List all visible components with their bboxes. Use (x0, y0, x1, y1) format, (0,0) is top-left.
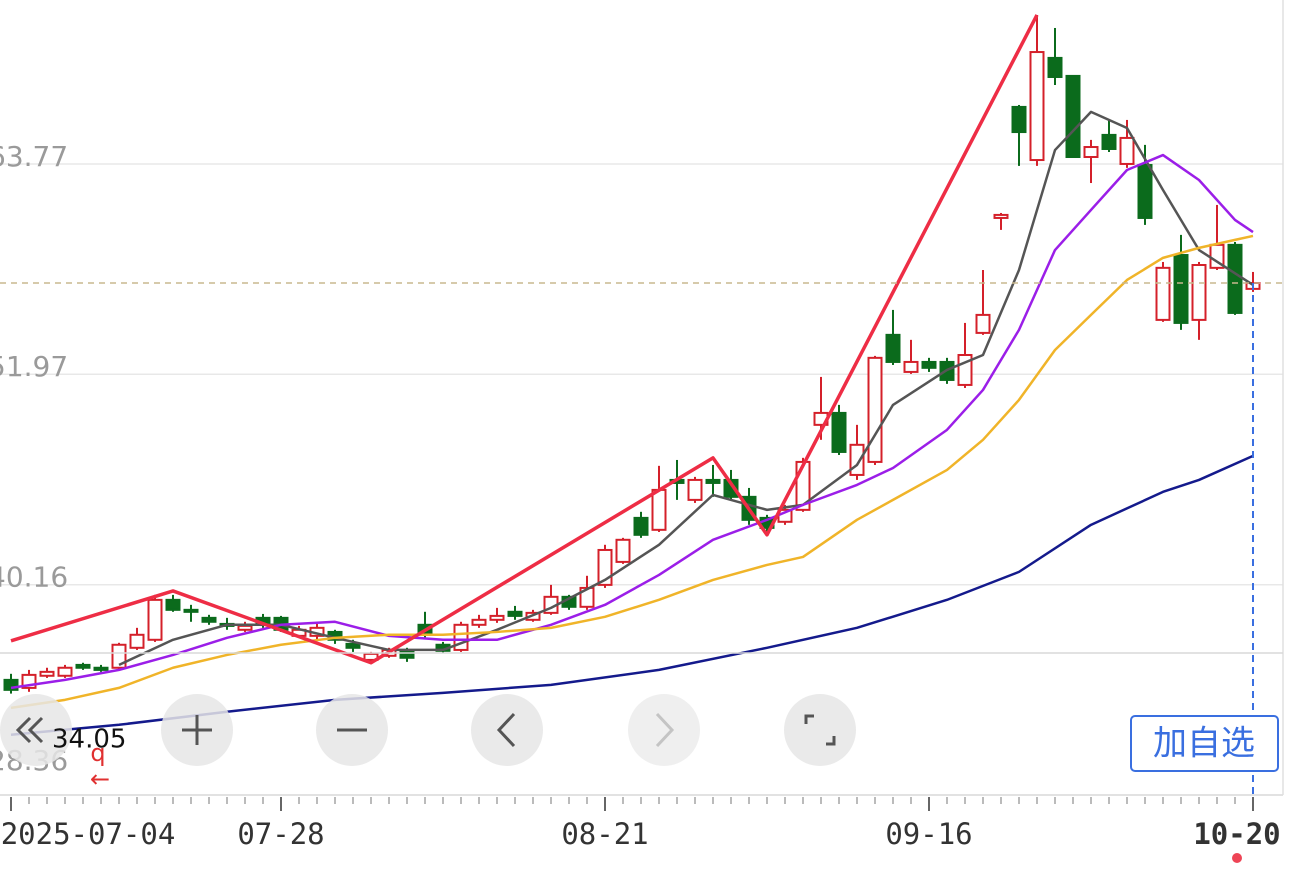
candle-body (1155, 266, 1171, 321)
x-tick-label: 10-20 (1193, 817, 1280, 851)
button-bg (471, 694, 543, 766)
y-tick-label: 40.16 (0, 561, 68, 594)
low-price-label: 34.05 (52, 725, 126, 755)
candle-body (867, 356, 883, 463)
candle-body (885, 333, 901, 363)
candle-body (597, 548, 613, 586)
candle-body (129, 633, 145, 649)
candle-body (1227, 243, 1243, 314)
icon (804, 714, 836, 746)
candle-body (975, 313, 991, 334)
icon (496, 712, 516, 748)
candle-body (147, 598, 163, 641)
candle-body (183, 608, 199, 613)
candle-body (1083, 146, 1099, 159)
candle-body (471, 618, 487, 626)
candle-body (507, 610, 523, 617)
candle-body (237, 624, 253, 631)
candle-body (687, 478, 703, 501)
y-tick-label: 51.97 (0, 350, 68, 383)
moving-average-line (10, 454, 1254, 737)
zoom-out-button[interactable] (316, 694, 388, 766)
candle-body (831, 411, 847, 453)
candle-body (3, 678, 19, 691)
candle-body (651, 488, 667, 531)
button-bg (784, 694, 856, 766)
candle-body (1011, 105, 1027, 134)
x-tick-label: 2025-07-04 (1, 817, 176, 851)
candle-body (1029, 51, 1045, 162)
candle-body (705, 478, 721, 484)
overlay: 加自选 34.05 q ← (0, 0, 1284, 863)
candle-body (39, 670, 55, 677)
candle-body (849, 443, 865, 476)
candle-body (1191, 264, 1207, 321)
low-marker: q (90, 739, 105, 767)
candle-body (165, 598, 181, 611)
moving-average-line (10, 234, 1254, 710)
next-button[interactable] (628, 694, 700, 766)
candle-body (489, 614, 505, 621)
prev-button[interactable] (471, 694, 543, 766)
candle-body (75, 663, 91, 669)
candle-body (615, 538, 631, 563)
candle-body (903, 360, 919, 373)
icon (15, 716, 44, 744)
plot: 63.7751.9740.1628.362025-07-0407-2808-21… (0, 14, 1283, 851)
button-box (1130, 715, 1279, 772)
candle-body (1065, 74, 1081, 159)
candle-body (399, 650, 415, 659)
candle-body (1119, 136, 1135, 165)
candle-body (633, 516, 649, 536)
zoom-in-button[interactable] (161, 694, 233, 766)
low-arrow: ← (90, 765, 110, 793)
candle-body (1047, 56, 1063, 78)
candle-body (57, 666, 73, 677)
candle-body (201, 616, 217, 623)
icon (655, 712, 675, 748)
candle-body (921, 360, 937, 369)
candle-body (345, 642, 361, 649)
x-tick-label: 08-21 (561, 817, 648, 851)
candle-body (93, 666, 109, 671)
watchlist-button[interactable]: 加自选 (1130, 715, 1279, 772)
fullscreen-button[interactable] (784, 694, 856, 766)
icon (182, 715, 212, 745)
trend-zigzag (10, 14, 1039, 665)
candle-body (1137, 164, 1153, 219)
x-tick-label: 09-16 (885, 817, 972, 851)
y-tick-label: 63.77 (0, 140, 68, 173)
x-tick-label: 07-28 (237, 817, 324, 851)
candle-body (1173, 254, 1189, 324)
candle-body (1101, 133, 1117, 150)
current-dot (1232, 853, 1242, 863)
button-label: 加自选 (1153, 724, 1255, 764)
candle-body (993, 213, 1009, 219)
nav-back-button[interactable] (0, 694, 72, 766)
candle-body (723, 478, 739, 498)
moving-average-line (10, 153, 1254, 690)
button-bg (0, 694, 72, 766)
button-bg (628, 694, 700, 766)
candle-body (111, 643, 127, 669)
